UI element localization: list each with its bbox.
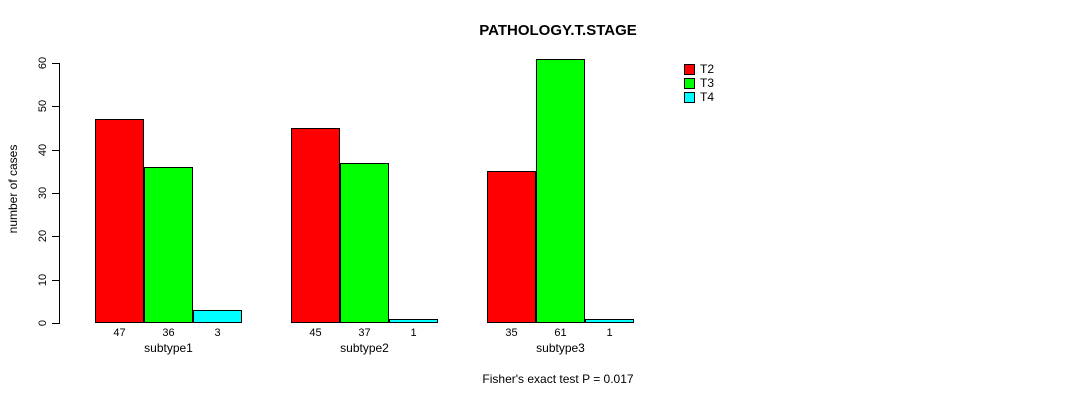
bar-value-label: 61 <box>554 327 567 339</box>
legend-item-T2: T2 <box>684 63 714 76</box>
bar-value-label: 1 <box>410 327 417 339</box>
y-axis-tick-label: 40 <box>37 143 49 157</box>
category-label-subtype1: subtype1 <box>144 341 193 355</box>
bar-value-label: 47 <box>113 327 126 339</box>
bar-T4-subtype2 <box>389 319 438 323</box>
legend-item-T4: T4 <box>684 91 714 104</box>
bar-T4-subtype3 <box>585 319 634 323</box>
y-axis-tick <box>52 236 59 237</box>
bar-T2-subtype2 <box>291 128 340 323</box>
legend-label: T3 <box>700 76 715 90</box>
stats-caption: Fisher's exact test P = 0.017 <box>482 372 634 386</box>
bar-value-label: 36 <box>162 327 175 339</box>
bar-value-label: 3 <box>214 327 221 339</box>
bar-value-label: 45 <box>309 327 322 339</box>
y-axis-line <box>59 63 60 324</box>
bar-value-label: 37 <box>358 327 371 339</box>
legend-label: T2 <box>700 62 715 76</box>
y-axis-tick <box>52 106 59 107</box>
y-axis-tick-label: 10 <box>37 273 49 287</box>
y-axis-tick <box>52 150 59 151</box>
bar-T2-subtype1 <box>95 119 144 323</box>
bar-value-label: 35 <box>505 327 518 339</box>
y-axis-tick-label: 60 <box>37 56 49 70</box>
legend-label: T4 <box>700 90 715 104</box>
y-axis-tick-label: 20 <box>37 229 49 243</box>
legend-swatch-icon <box>684 64 695 75</box>
y-axis-tick-label: 50 <box>37 99 49 113</box>
bar-T2-subtype3 <box>487 171 536 323</box>
bar-T3-subtype2 <box>340 163 389 323</box>
bar-T3-subtype1 <box>144 167 193 323</box>
legend-swatch-icon <box>684 92 695 103</box>
legend-swatch-icon <box>684 78 695 89</box>
bar-value-label: 1 <box>606 327 613 339</box>
category-label-subtype3: subtype3 <box>536 341 585 355</box>
y-axis-tick <box>52 63 59 64</box>
y-axis-tick-label: 0 <box>37 319 49 327</box>
y-axis-tick <box>52 280 59 281</box>
y-axis-tick-label: 30 <box>37 186 49 200</box>
category-label-subtype2: subtype2 <box>340 341 389 355</box>
legend: T2 T3 T4 <box>684 63 714 105</box>
bar-T4-subtype1 <box>193 310 242 323</box>
legend-item-T3: T3 <box>684 77 714 90</box>
bar-T3-subtype3 <box>536 59 585 323</box>
y-axis-title: number of cases <box>6 144 20 234</box>
y-axis-tick <box>52 323 59 324</box>
chart-title: PATHOLOGY.T.STAGE <box>479 22 637 39</box>
y-axis-tick <box>52 193 59 194</box>
